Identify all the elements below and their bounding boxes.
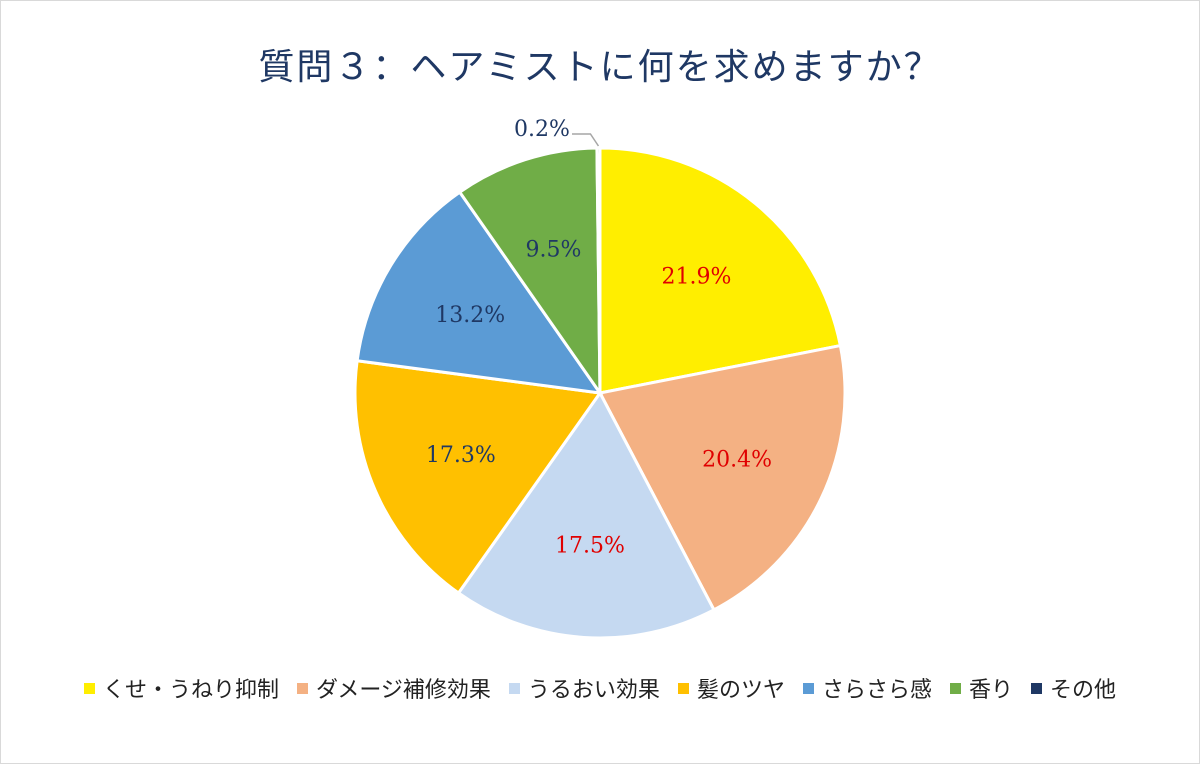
pie-slice bbox=[597, 343, 847, 612]
data-label: 0.2% bbox=[514, 117, 570, 142]
legend-label: うるおい効果 bbox=[527, 678, 660, 703]
data-label: 13.2% bbox=[435, 303, 505, 328]
legend-label: ダメージ補修効果 bbox=[316, 678, 491, 703]
pie-slice bbox=[456, 390, 716, 640]
legend-item: さらさら感 bbox=[802, 672, 932, 704]
legend-swatch bbox=[508, 682, 520, 694]
legend-label: さらさら感 bbox=[821, 678, 932, 703]
legend-label: くせ・うねり抑制 bbox=[103, 678, 280, 703]
leader-line bbox=[572, 133, 600, 147]
data-label: 17.3% bbox=[426, 443, 496, 468]
legend-swatch bbox=[1030, 682, 1042, 694]
legend-item: 髪のツヤ bbox=[677, 672, 785, 704]
pie-slice bbox=[353, 359, 603, 596]
legend-item: その他 bbox=[1030, 672, 1116, 704]
pie-slice bbox=[595, 146, 602, 394]
data-label: 17.5% bbox=[555, 534, 625, 559]
legend-label: その他 bbox=[1049, 678, 1116, 703]
chart-legend: くせ・うねり抑制 ダメージ補修効果 うるおい効果 髪のツヤ さらさら感 香り その他 bbox=[0, 672, 1200, 704]
pie-slice bbox=[598, 146, 843, 395]
legend-label: 香り bbox=[968, 678, 1013, 703]
legend-swatch bbox=[802, 682, 814, 694]
legend-swatch bbox=[297, 682, 309, 694]
data-label: 21.9% bbox=[662, 265, 732, 290]
chart-title: 質問３：ヘアミストに何を求めますか？ bbox=[258, 47, 942, 88]
data-label: 20.4% bbox=[702, 448, 772, 473]
legend-item: くせ・うねり抑制 bbox=[84, 672, 279, 704]
legend-item: ダメージ補修効果 bbox=[297, 672, 491, 704]
data-label: 9.5% bbox=[526, 237, 582, 262]
legend-item: 香り bbox=[949, 672, 1013, 704]
pie-slice bbox=[355, 190, 604, 395]
legend-swatch bbox=[84, 682, 95, 694]
legend-swatch bbox=[949, 682, 961, 694]
legend-swatch bbox=[677, 682, 689, 694]
legend-item: うるおい効果 bbox=[508, 672, 660, 704]
pie-slice bbox=[457, 146, 602, 398]
legend-label: 髪のツヤ bbox=[696, 678, 785, 703]
